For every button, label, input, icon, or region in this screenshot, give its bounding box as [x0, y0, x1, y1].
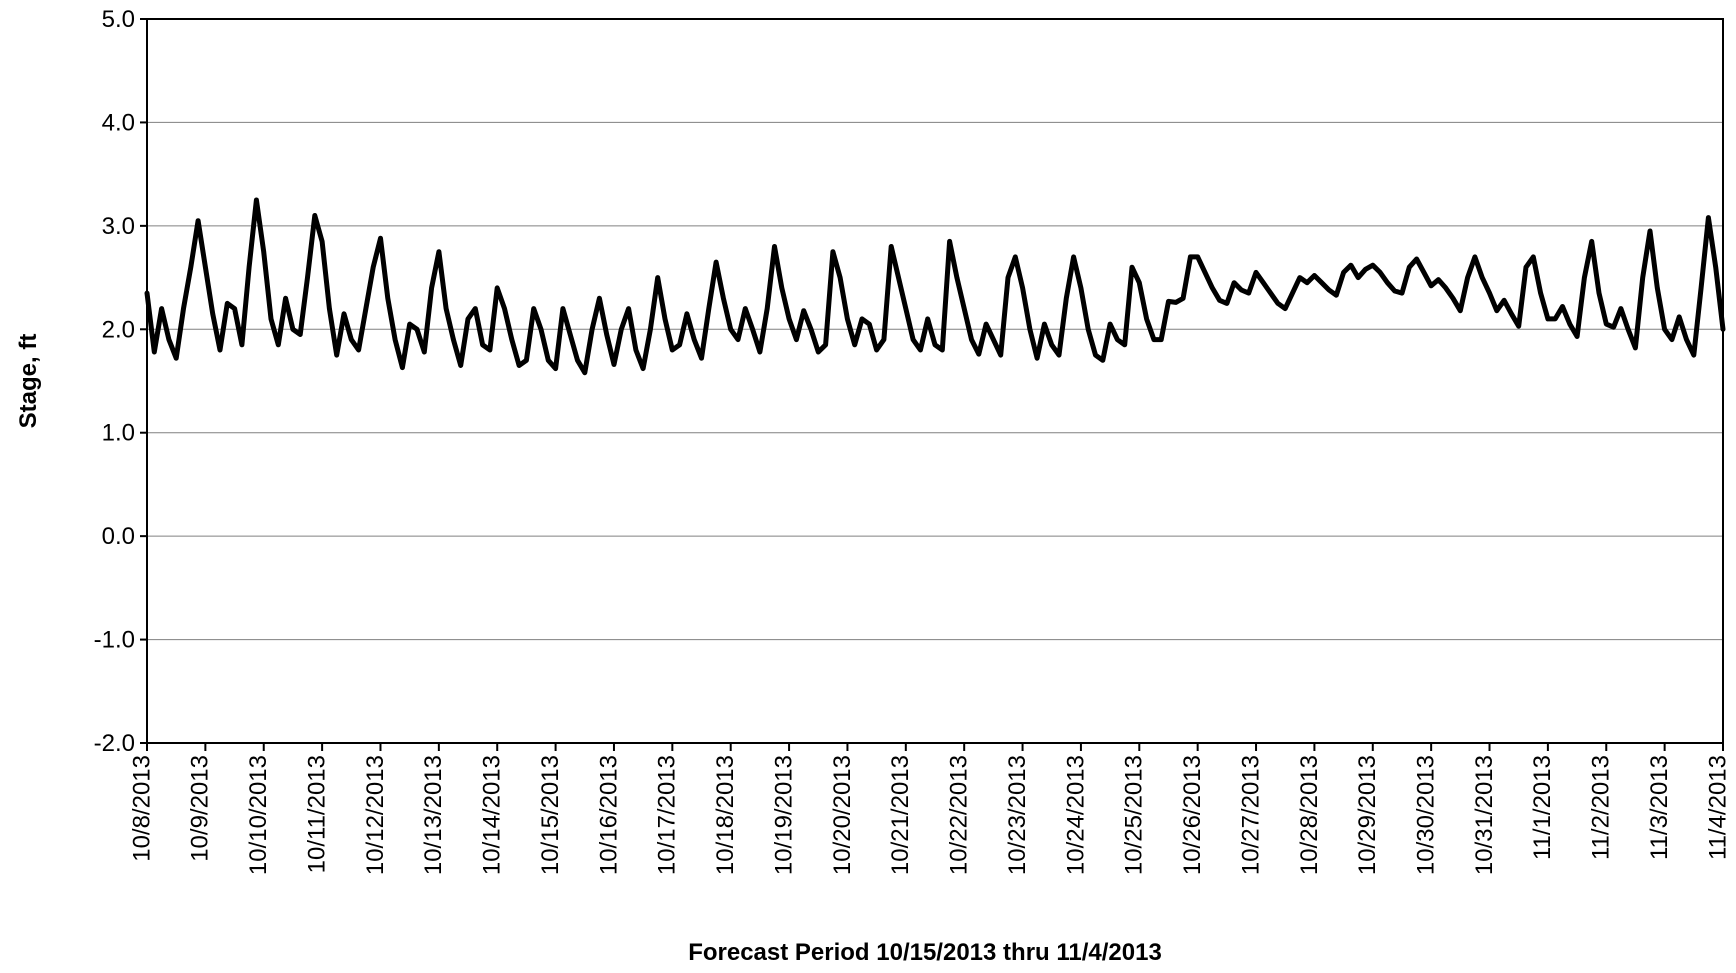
y-tick-label: -2.0	[94, 730, 135, 757]
x-tick-label: 10/29/2013	[1354, 755, 1381, 875]
x-tick-label: 10/11/2013	[303, 755, 330, 873]
x-tick-label: 10/31/2013	[1471, 755, 1498, 875]
x-tick-label: 10/19/2013	[770, 755, 797, 875]
x-tick-label: 10/21/2013	[887, 755, 914, 875]
y-tick-label: 3.0	[102, 213, 135, 240]
x-tick-label: 11/3/2013	[1646, 755, 1673, 860]
x-tick-label: 10/17/2013	[654, 755, 681, 875]
x-tick-label: 10/28/2013	[1296, 755, 1323, 875]
y-tick-label: 5.0	[102, 6, 135, 33]
x-tick-label: 10/18/2013	[712, 755, 739, 875]
x-tick-label: 10/14/2013	[479, 755, 506, 875]
x-axis-label: Forecast Period 10/15/2013 thru 11/4/201…	[688, 939, 1162, 966]
plot-frame	[146, 18, 1724, 744]
x-tick-label: 10/13/2013	[420, 755, 447, 875]
y-tick-label: 4.0	[102, 109, 135, 136]
y-tick-label: 0.0	[102, 523, 135, 550]
x-tick-label: 10/27/2013	[1237, 755, 1264, 875]
x-tick-label: 10/24/2013	[1062, 755, 1089, 875]
x-tick-label: 11/2/2013	[1588, 755, 1615, 860]
x-tick-label: 10/20/2013	[829, 755, 856, 875]
x-tick-label: 10/12/2013	[362, 755, 389, 875]
x-tick-label: 10/23/2013	[1004, 755, 1031, 875]
x-tick-label: 11/1/2013	[1529, 755, 1556, 860]
y-tick-label: 2.0	[102, 316, 135, 343]
data-line	[144, 197, 1726, 376]
x-tick-label: 10/10/2013	[245, 755, 272, 875]
x-tick-label: 10/30/2013	[1412, 755, 1439, 875]
y-tick-label: 1.0	[102, 420, 135, 447]
x-tick-label: 10/26/2013	[1179, 755, 1206, 875]
x-tick-label: 11/4/2013	[1704, 755, 1731, 860]
x-tick-label: 10/8/2013	[128, 755, 155, 862]
x-tick-label: 10/22/2013	[946, 755, 973, 875]
x-tick-label: 10/15/2013	[537, 755, 564, 875]
y-axis-label: Stage, ft	[15, 334, 42, 429]
x-tick-label: 10/25/2013	[1121, 755, 1148, 875]
y-tick-label: -1.0	[94, 627, 135, 654]
x-tick-label: 10/9/2013	[187, 755, 214, 862]
x-tick-label: 10/16/2013	[595, 755, 622, 875]
